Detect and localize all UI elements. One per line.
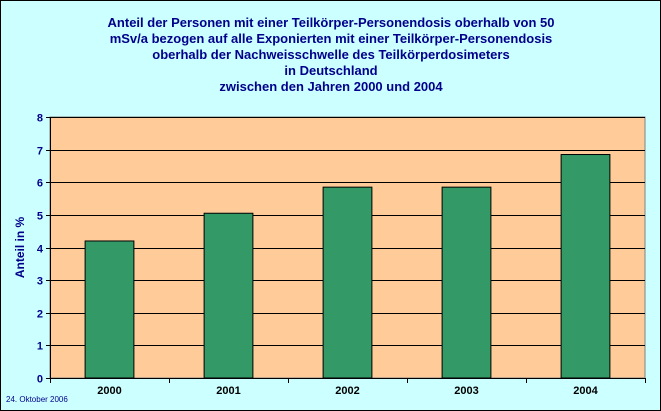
x-tick-label: 2004 [573,385,598,397]
bar [560,154,611,379]
title-line: oberhalb der Nachweisschwelle des Teilkö… [152,47,510,62]
y-tick-label: 4 [37,244,44,256]
y-tick-label: 3 [37,276,43,288]
y-tick-label: 0 [37,374,43,386]
y-tick-label: 8 [37,113,43,125]
y-tick-label: 5 [37,211,43,223]
bar [203,212,254,379]
title-line: mSv/a bezogen auf alle Exponierten mit e… [109,31,553,46]
title-line: zwischen den Jahren 2000 und 2004 [219,79,443,94]
x-tick-label: 2003 [454,385,478,397]
bar [84,240,135,379]
x-tick-label: 2002 [335,385,359,397]
date-stamp: 24. Oktober 2006 [6,395,68,404]
y-tick-label: 2 [37,309,43,321]
title-line: in Deutschland [284,63,378,78]
x-tick-label: 2001 [216,385,240,397]
y-tick-label: 7 [37,146,43,158]
y-tick-label: 6 [37,178,43,190]
y-axis-label: Anteil in % [13,217,27,279]
bar [322,186,373,379]
x-tick-label: 2000 [97,385,121,397]
title-line: Anteil der Personen mit einer Teilkörper… [107,15,555,30]
y-tick-label: 1 [37,341,43,353]
bar [441,186,492,379]
chart-title: Anteil der Personen mit einer Teilkörper… [41,15,621,95]
